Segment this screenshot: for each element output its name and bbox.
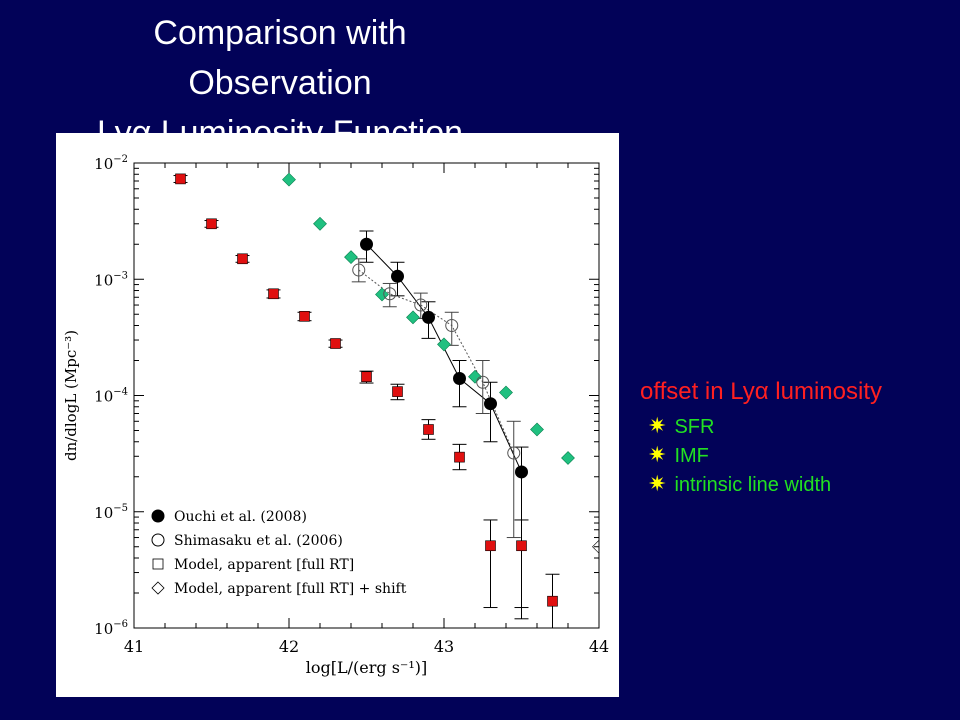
data-point [391,269,404,283]
star-bullet-icon: ✷ [648,413,667,438]
x-axis-label: log[L/(erg s⁻¹)] [306,658,428,677]
data-point [530,422,544,437]
data-point [282,172,296,187]
star-bullet-icon: ✷ [648,471,667,496]
legend-label: Model, apparent [full RT] + shift [174,581,407,597]
x-tick-label: 43 [434,637,454,656]
chart-panel: 41 42 43 44 10−2 10−3 10−4 10−5 10−6 log[L/(erg s… [56,133,619,697]
data-point [175,173,186,185]
legend-label: Shimasaku et al. (2006) [174,533,343,549]
data-point [344,250,358,265]
data-point [423,424,434,435]
data-point [392,386,403,397]
x-tick-label: 41 [124,637,144,656]
legend-marker [151,509,165,523]
data-point [422,310,435,324]
data-point [313,216,327,231]
data-point [453,372,466,386]
bullet-list: ✷ SFR ✷ IMF ✷ intrinsic line width [648,412,882,499]
data-point [206,218,217,230]
data-point [361,371,372,383]
data-point [516,540,527,552]
data-point [507,446,521,460]
star-bullet-icon: ✷ [648,442,667,467]
y-axis-label: dn/dlogL (Mpc⁻³) [62,330,80,461]
y-tick-label: 10−4 [94,387,128,406]
series-line [366,243,522,473]
data-point [445,319,459,333]
title-line-2: Observation [188,64,372,102]
data-point [330,338,341,349]
data-point [561,451,575,465]
series-line [358,269,515,454]
legend-marker [151,533,165,547]
legend-marker [151,581,165,595]
luminosity-function-chart: 41 42 43 44 10−2 10−3 10−4 10−5 10−6 log[L/(erg s… [62,154,609,677]
bullet-label: IMF [674,445,709,467]
data-point [454,451,465,463]
data-point [268,288,279,300]
bullet-item-imf: ✷ IMF [648,441,882,470]
data-point [360,237,373,251]
x-tick-label: 42 [279,637,299,656]
data-point [485,540,496,552]
data-point [484,397,497,411]
bullet-item-sfr: ✷ SFR [648,412,882,441]
notes-heading: offset in Lyα luminosity [640,378,882,405]
data-point [237,253,248,265]
data-layer [173,172,599,628]
bullet-label: SFR [674,416,715,438]
data-point [406,310,420,325]
title-line-1: Comparison with [153,14,407,52]
bullet-item-line-width: ✷ intrinsic line width [648,470,882,499]
data-point [352,263,366,277]
data-point [468,369,482,384]
legend-marker [152,558,164,570]
data-point [437,337,451,352]
data-point [547,595,558,607]
data-point [476,375,490,389]
data-point [515,465,528,479]
y-tick-label: 10−3 [94,270,128,289]
x-tick-label: 44 [589,637,609,656]
data-point-edge [592,539,599,554]
legend-label: Ouchi et al. (2008) [174,509,307,525]
legend-label: Model, apparent [full RT] [174,557,354,573]
notes-box: offset in Lyα luminosity ✷ SFR ✷ IMF ✷ intr… [640,378,882,499]
bullet-label: intrinsic line width [674,474,832,496]
y-tick-label: 10−5 [94,503,128,522]
data-point [383,287,397,301]
data-point [499,385,513,400]
data-point [299,311,310,322]
data-point [414,298,428,312]
y-tick-label: 10−2 [94,154,128,173]
y-tick-label: 10−6 [94,619,128,638]
